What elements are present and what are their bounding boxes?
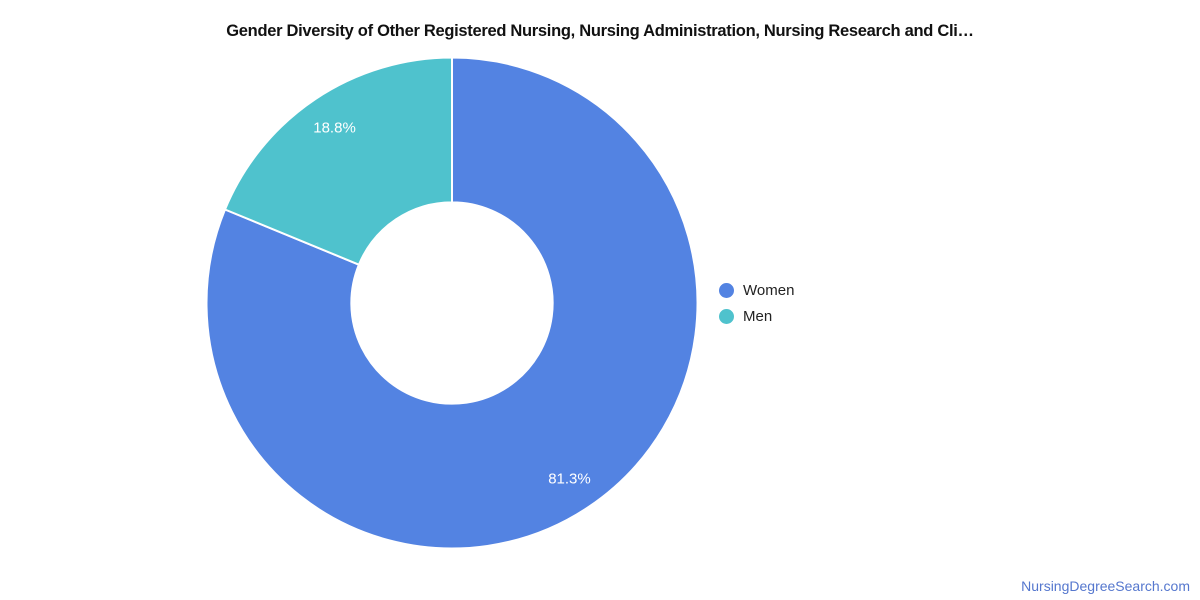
slice-men[interactable]: [223, 56, 453, 266]
slice-label-men: 18.8%: [313, 120, 356, 137]
legend-item-men[interactable]: Men: [719, 305, 794, 327]
slice-label-women: 81.3%: [548, 470, 591, 487]
legend-swatch-men-icon: [719, 308, 734, 324]
chart-title: Gender Diversity of Other Registered Nur…: [226, 22, 974, 40]
legend-label-women: Women: [743, 281, 795, 299]
legend-label-men: Men: [743, 307, 773, 325]
slice-women[interactable]: [205, 56, 699, 550]
footer-link[interactable]: NursingDegreeSearch.com: [1021, 578, 1190, 594]
legend-item-women[interactable]: Women: [719, 279, 794, 301]
legend-swatch-women-icon: [719, 282, 734, 298]
legend: Women Men: [719, 279, 794, 327]
